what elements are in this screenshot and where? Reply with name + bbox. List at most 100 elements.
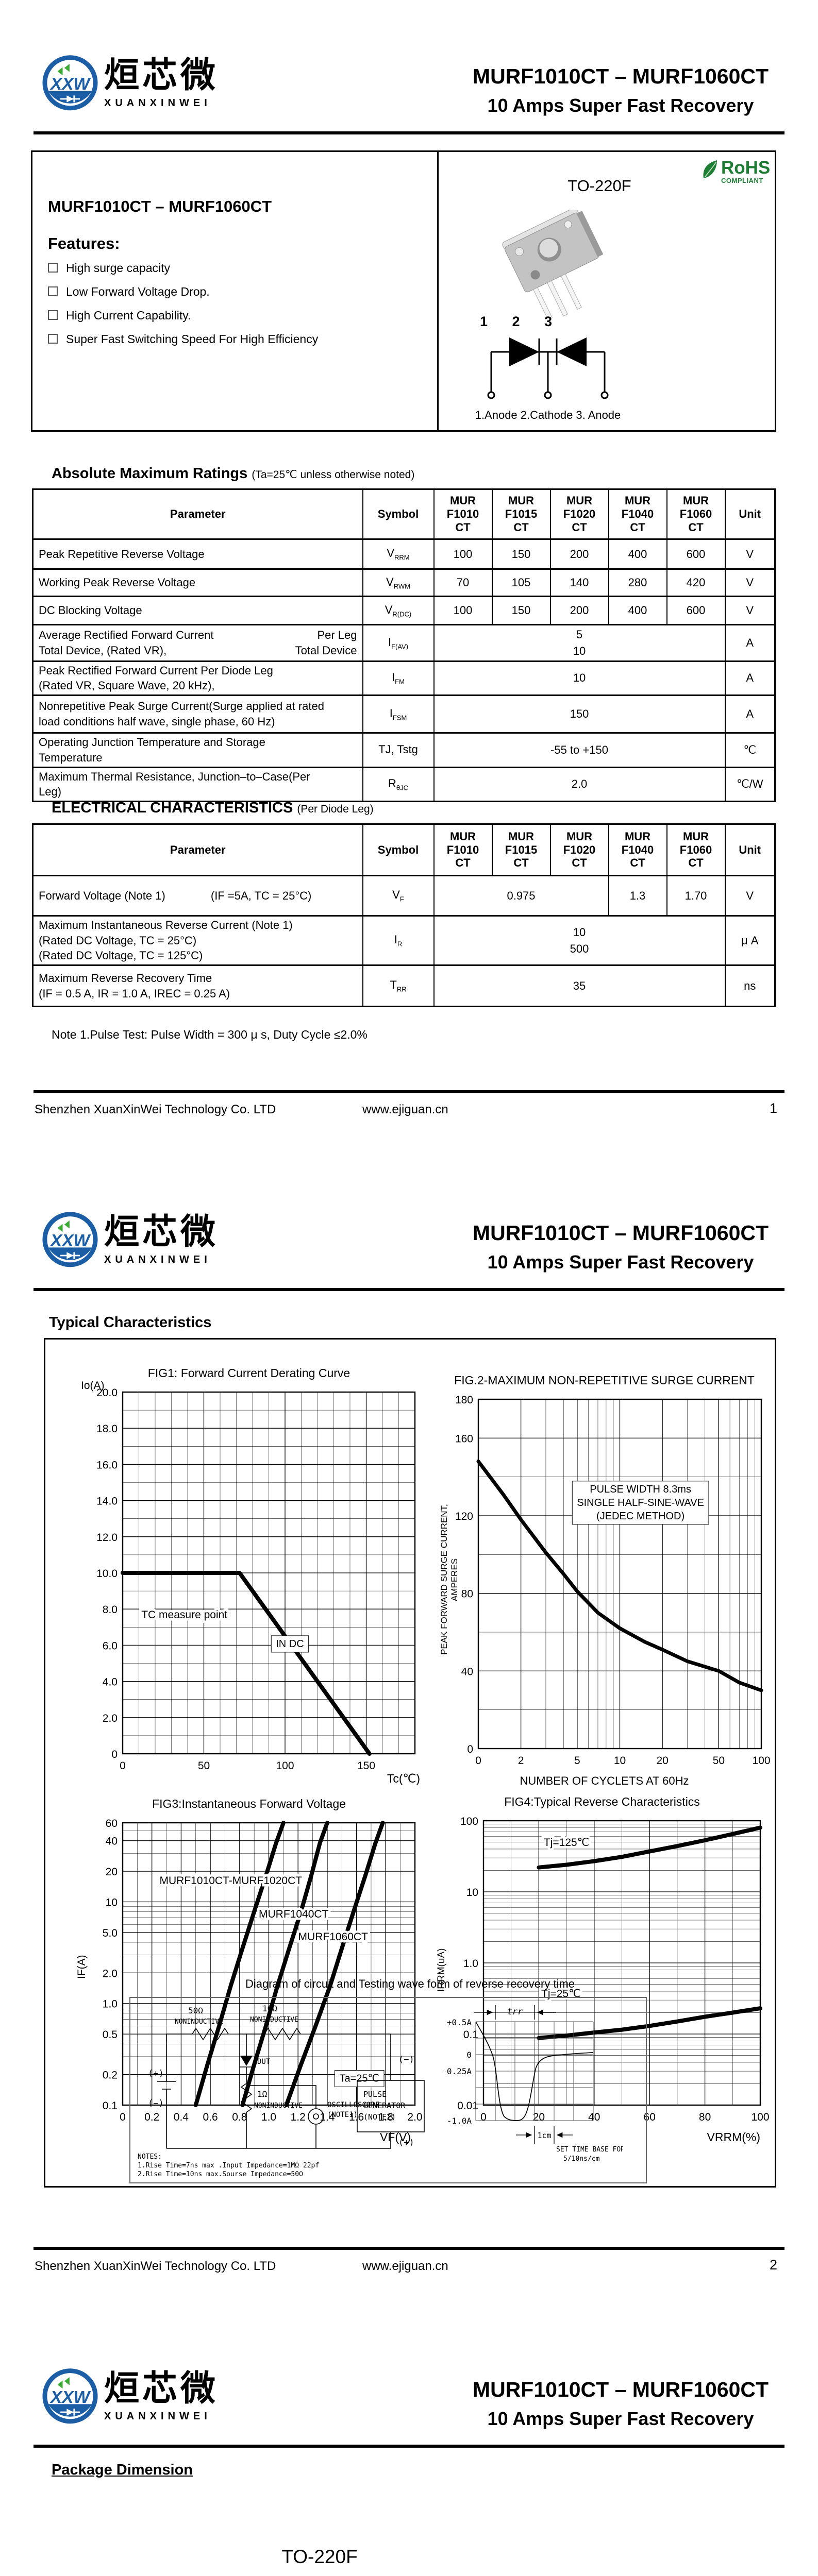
value-line: 5 <box>576 628 583 641</box>
test-circuit-box: 50Ω NONINDUCTIVE 10Ω NONINDUCTIVE DUT 1Ω… <box>129 1997 647 2183</box>
svg-text:2: 2 <box>518 1755 524 1767</box>
param-cell: Nonrepetitive Peak Surge Current(Surge a… <box>32 694 363 734</box>
table-row: Maximum Thermal Resistance, Junction–to–… <box>32 766 776 802</box>
pulse-generator-label-1: PULSE <box>363 2090 387 2099</box>
svg-text:40: 40 <box>461 1666 473 1677</box>
svg-text:Tj=25℃: Tj=25℃ <box>541 1988 581 1999</box>
param-text: (Rated VR, Square Wave, 20 kHz), <box>39 679 215 692</box>
logo-icon: XXW <box>42 2368 98 2424</box>
feature-item: High surge capacity <box>48 261 318 275</box>
param-cell: DC Blocking Voltage <box>32 596 363 625</box>
symbol-main: I <box>392 671 395 684</box>
page-1: XXW 烜芯微 XUANXINWEI MURF1010CT – MURF1060… <box>0 0 818 1157</box>
pulse-test-note: Note 1.Pulse Test: Pulse Width = 300 μ s… <box>52 1028 368 1041</box>
value-cell: 10 500 <box>433 914 726 967</box>
features-title: Features: <box>48 234 120 252</box>
value-cell: 150 <box>491 596 551 625</box>
elec-char-table: Parameter Symbol MUR F1010 CT MUR F1015 … <box>32 823 776 1008</box>
abs-max-note: (Ta=25℃ unless otherwise noted) <box>252 469 415 481</box>
symbol-main: TJ, Tstg <box>378 742 418 756</box>
table-row: Nonrepetitive Peak Surge Current(Surge a… <box>32 694 776 734</box>
symbol-sub: RWM <box>393 582 410 590</box>
svg-text:XXW: XXW <box>49 1231 91 1250</box>
symbol-cell: VF <box>362 875 435 917</box>
fig3-forward-voltage-chart: FIG3:Instantaneous Forward Voltage IF(A)… <box>74 1797 424 2144</box>
value-cell: 400 <box>608 596 667 625</box>
checkbox-icon <box>48 286 58 296</box>
svg-text:MURF1040CT: MURF1040CT <box>259 1908 329 1920</box>
svg-text:180: 180 <box>455 1394 473 1406</box>
rohs-label: RoHS <box>721 158 771 178</box>
svg-text:Tj=125℃: Tj=125℃ <box>544 1837 589 1849</box>
param-cell: Forward Voltage (Note 1) (IF =5A, TC = 25… <box>32 875 363 917</box>
symbol-sub: F(AV) <box>391 642 409 651</box>
fig2-xlabel: NUMBER OF CYCLETS AT 60Hz <box>520 1774 689 1787</box>
symbol-main: V <box>386 575 394 588</box>
value-cell: 600 <box>666 538 726 570</box>
rohs-compliant-label: COMPLIANT <box>721 177 763 184</box>
svg-text:0.1: 0.1 <box>463 2029 478 2041</box>
symbol-sub: F <box>399 895 404 903</box>
logo-text: 烜芯微 XUANXINWEI <box>104 1212 219 1266</box>
fig3-xlabel: VF(V) <box>379 2130 411 2144</box>
logo-english-name: XUANXINWEI <box>104 97 211 109</box>
pulse-gen-plus: (+) <box>398 2138 414 2148</box>
doc-subtitle: 10 Amps Super Fast Recovery <box>487 2408 754 2429</box>
symbol-main: T <box>390 978 397 992</box>
header-symbol: Symbol <box>362 823 435 876</box>
logo-english-name: XUANXINWEI <box>104 1254 211 1265</box>
footer-website: www.ejiguan.cn <box>362 1103 448 1116</box>
table-row: Maximum Reverse Recovery Time (IF = 0.5 … <box>32 964 776 1008</box>
header-rule <box>34 1288 784 1291</box>
svg-text:160: 160 <box>455 1433 473 1445</box>
param-text: Maximum Thermal Resistance, Junction–to–… <box>39 770 310 783</box>
typical-characteristics-heading: Typical Characteristics <box>49 1314 212 1331</box>
page-3: XXW 烜芯微 XUANXINWEI MURF1010CT – MURF1060… <box>0 2313 818 2576</box>
feature-item: High Current Capability. <box>48 309 318 323</box>
feature-item: Low Forward Voltage Drop. <box>48 285 318 299</box>
header-rule <box>34 2445 784 2448</box>
value-cell: 200 <box>549 596 609 625</box>
value-cell: 280 <box>608 568 667 597</box>
header-model: MUR F1015 CT <box>491 488 551 540</box>
value-cell: 1.70 <box>666 875 726 917</box>
pin-numbers: 1 2 3 <box>480 314 563 329</box>
svg-text:0.01: 0.01 <box>457 2100 478 2112</box>
fig1-derating-chart: FIG1: Forward Current Derating Curve Io(… <box>74 1366 424 1785</box>
header-parameter: Parameter <box>32 488 363 540</box>
symbol-cell: IFM <box>362 660 435 697</box>
part-number-title: MURF1010CT – MURF1060CT <box>472 2378 769 2401</box>
svg-text:50: 50 <box>198 1760 210 1772</box>
svg-text:0: 0 <box>480 2111 487 2123</box>
unit-cell: ns <box>724 964 776 1008</box>
symbol-cell: IR <box>362 914 435 967</box>
part-number-title: MURF1010CT – MURF1060CT <box>472 1221 769 1245</box>
svg-text:0: 0 <box>120 2111 126 2123</box>
svg-text:10: 10 <box>466 1887 478 1899</box>
param-text: load conditions half wave, single phase,… <box>39 715 275 728</box>
features-list: High surge capacity Low Forward Voltage … <box>48 261 318 356</box>
header-model: MUR F1060 CT <box>666 823 726 876</box>
fig2-title: FIG.2-MAXIMUM NON-REPETITIVE SURGE CURRE… <box>454 1374 755 1387</box>
symbol-main: V <box>387 547 395 560</box>
fig3-title: FIG3:Instantaneous Forward Voltage <box>152 1797 346 1810</box>
param-text: Operating Junction Temperature and Stora… <box>39 736 265 749</box>
unit-cell: V <box>724 568 776 597</box>
feature-text: Super Fast Switching Speed For High Effi… <box>66 332 319 346</box>
param-cell: Maximum Instantaneous Reverse Current (N… <box>32 914 363 967</box>
value-cell: 150 <box>491 538 551 570</box>
symbol-main: V <box>392 888 400 902</box>
symbol-main: V <box>385 603 393 616</box>
table-row: Forward Voltage (Note 1) (IF =5A, TC = 25… <box>32 875 776 917</box>
svg-text:MURF1060CT: MURF1060CT <box>298 1931 369 1943</box>
resistor-10-noninductive: NONINDUCTIVE <box>250 2016 298 2024</box>
wave-y-top: +0.5A <box>447 2018 472 2027</box>
header-model: MUR F1040 CT <box>608 488 667 540</box>
symbol-cell: VR(DC) <box>362 596 435 625</box>
table-header-row: Parameter Symbol MUR F1010 CT MUR F1015 … <box>32 488 776 540</box>
svg-text:20.0: 20.0 <box>96 1387 118 1399</box>
svg-text:18.0: 18.0 <box>96 1423 118 1435</box>
logo-text: 烜芯微 XUANXINWEI <box>104 55 219 109</box>
